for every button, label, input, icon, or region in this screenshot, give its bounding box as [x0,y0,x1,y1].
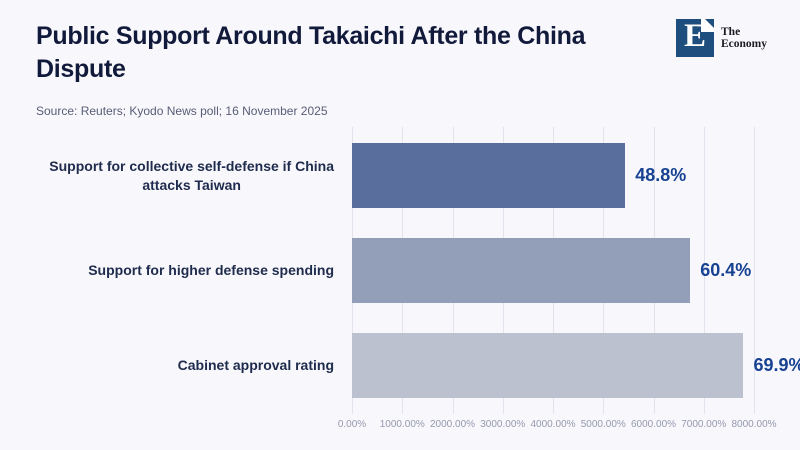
logo-quote-icon [701,19,714,32]
value-label-cabinet-approval: 69.9% [753,355,800,375]
bar-chart: Support for collective self-defense if C… [0,127,800,450]
x-tick-label: 2000.00% [429,419,476,430]
logo-wordmark-line2: Economy [721,38,767,50]
x-tick-label: 4000.00% [530,419,576,430]
logo-icon: E [676,18,714,57]
category-labels: Support for collective self-defense if C… [0,127,347,414]
x-tick-label: 6000.00% [630,419,677,430]
page-title: Public Support Around Takaichi After the… [36,22,586,83]
bar-cabinet-approval [352,333,744,398]
plot-area: 48.8% 60.4% 69.9% 0.00% 1000.00% 2000.00% 3… [338,127,800,430]
bar-row-cabinet-approval: 69.9% [352,333,800,398]
category-label-line: Support for higher defense spending [88,262,334,278]
source-note: Source: Reuters; Kyodo News poll; 16 Nov… [36,104,328,118]
category-label-line: Cabinet approval rating [177,357,334,373]
x-tick-label: 1000.00% [379,419,425,430]
x-tick-label: 8000.00% [731,419,777,430]
category-label-line: Support for collective self-defense if C… [49,157,334,174]
value-label-defense-spending: 60.4% [700,260,752,280]
category-label-defense-spending: Support for higher defense spending [16,238,334,303]
category-label-line: attacks Taiwan [142,176,241,193]
x-tick-label: 0.00% [337,419,367,430]
x-tick-label: 5000.00% [580,419,626,430]
bar-row-self-defense: 48.8% [352,143,800,208]
x-tick-label: 3000.00% [480,419,526,430]
brand-logo: E The Economy [676,18,767,57]
logo-wordmark-line1: The [721,26,741,38]
category-label-cabinet-approval: Cabinet approval rating [16,333,334,398]
bar-self-defense [352,143,626,208]
value-label-self-defense: 48.8% [635,165,687,185]
logo-wordmark: The Economy [721,26,767,57]
bar-defense-spending [352,238,691,303]
logo-letter: E [684,18,707,55]
gridline [703,127,705,414]
bar-row-defense-spending: 60.4% [352,238,800,303]
category-label-self-defense: Support for collective self-defense if C… [16,143,334,208]
gridline [754,127,755,414]
x-tick-label: 7000.00% [681,419,727,430]
